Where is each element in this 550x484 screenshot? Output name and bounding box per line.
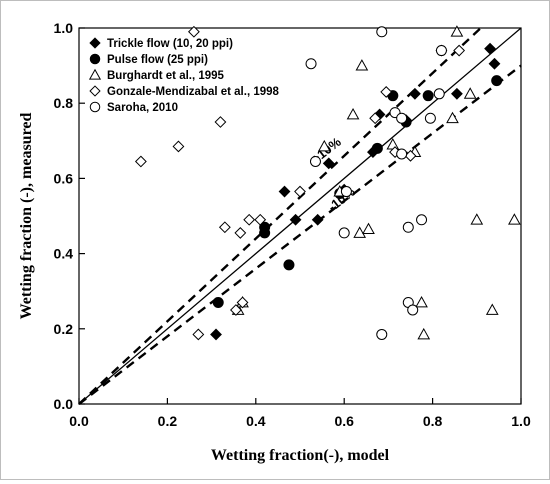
data-point	[415, 295, 428, 308]
legend-label: Gonzale-Mendizabal et al., 1998	[107, 86, 280, 98]
y-axis-title: Wetting fraction (-), measured	[18, 113, 35, 320]
data-point	[322, 157, 335, 170]
data-point	[450, 25, 464, 37]
x-tick-label: 0.0	[69, 413, 89, 429]
data-point	[259, 221, 271, 233]
data-point	[435, 45, 447, 57]
data-point	[188, 25, 200, 38]
series-group	[305, 26, 447, 340]
plot-area-border	[78, 27, 522, 405]
data-point	[218, 221, 231, 234]
legend-label: Burghardt et al., 1995	[107, 70, 225, 82]
data-point	[446, 111, 459, 124]
x-tick-label: 0.2	[158, 413, 178, 429]
data-point	[192, 328, 205, 341]
data-point	[396, 148, 408, 160]
parity-line	[78, 27, 522, 405]
dashed-reference-line	[78, 64, 522, 405]
data-point	[243, 213, 256, 226]
series-group	[231, 25, 521, 340]
data-point	[309, 155, 321, 167]
data-point	[305, 58, 317, 70]
axes-layer: 0.0 0.2 0.4 0.6 0.8 1.0 0.0 0.2 0.4 0.6 0.8 1.0 Wett…	[18, 20, 531, 464]
data-point	[433, 88, 445, 100]
x-tick-label: 0.4	[246, 413, 266, 429]
data-point	[380, 86, 393, 98]
data-point	[212, 296, 224, 308]
data-point	[230, 304, 242, 316]
data-point	[353, 226, 367, 238]
data-point	[283, 259, 295, 271]
legend-label: Saroha, 2010	[107, 102, 178, 114]
data-point	[236, 296, 249, 309]
data-point	[484, 42, 496, 55]
data-point	[289, 213, 302, 226]
data-point	[424, 112, 436, 124]
data-point	[234, 227, 247, 239]
data-point	[376, 26, 388, 38]
data-point	[453, 44, 466, 57]
data-point	[254, 213, 267, 226]
x-tick-label: 1.0	[511, 413, 531, 429]
data-point	[402, 221, 414, 233]
y-tick-label: 0.4	[54, 246, 74, 262]
data-point	[396, 112, 408, 124]
data-point	[278, 185, 291, 198]
y-tick-label: 0.0	[54, 396, 74, 412]
data-point	[355, 59, 369, 71]
data-point	[210, 328, 222, 341]
data-point	[317, 139, 331, 152]
data-point	[371, 142, 383, 154]
data-point	[422, 90, 434, 102]
data-point	[508, 213, 521, 225]
x-tick-label: 0.6	[334, 413, 354, 429]
data-point	[362, 222, 375, 235]
data-point	[172, 140, 185, 153]
data-point	[407, 304, 419, 316]
legend: Trickle flow (10, 20 ppi) Pulse flow (25 …	[88, 37, 280, 114]
y-tick-label: 1.0	[54, 20, 74, 36]
legend-marker	[89, 101, 101, 113]
x-tick-label: 0.8	[423, 413, 443, 429]
data-point	[416, 214, 428, 226]
data-point	[294, 185, 306, 198]
legend-marker	[89, 53, 101, 65]
data-point	[485, 303, 499, 315]
data-point	[338, 227, 350, 239]
data-point	[134, 155, 147, 168]
y-tick-label: 0.6	[54, 170, 74, 186]
data-point	[369, 112, 382, 125]
legend-marker	[88, 68, 102, 80]
reference-lines-layer: +10%-10%	[78, 27, 522, 405]
legend-label: Pulse flow (25 ppi)	[107, 54, 208, 66]
data-point	[214, 116, 227, 128]
data-point	[340, 186, 352, 198]
data-point	[346, 107, 360, 120]
data-point	[491, 75, 503, 87]
data-point	[376, 328, 388, 340]
legend-marker	[89, 37, 101, 49]
data-point	[451, 87, 463, 100]
y-tick-label: 0.2	[54, 321, 74, 337]
legend-marker	[89, 85, 101, 97]
data-point	[470, 213, 484, 225]
data-point	[311, 213, 324, 226]
x-axis-title: Wetting fraction(-), model	[211, 447, 390, 464]
data-point	[409, 87, 421, 100]
data-points-layer	[134, 25, 521, 341]
legend-label: Trickle flow (10, 20 ppi)	[107, 38, 233, 50]
data-point	[417, 327, 431, 340]
data-point	[463, 87, 477, 99]
y-tick-label: 0.8	[54, 95, 74, 111]
data-point	[488, 57, 501, 70]
